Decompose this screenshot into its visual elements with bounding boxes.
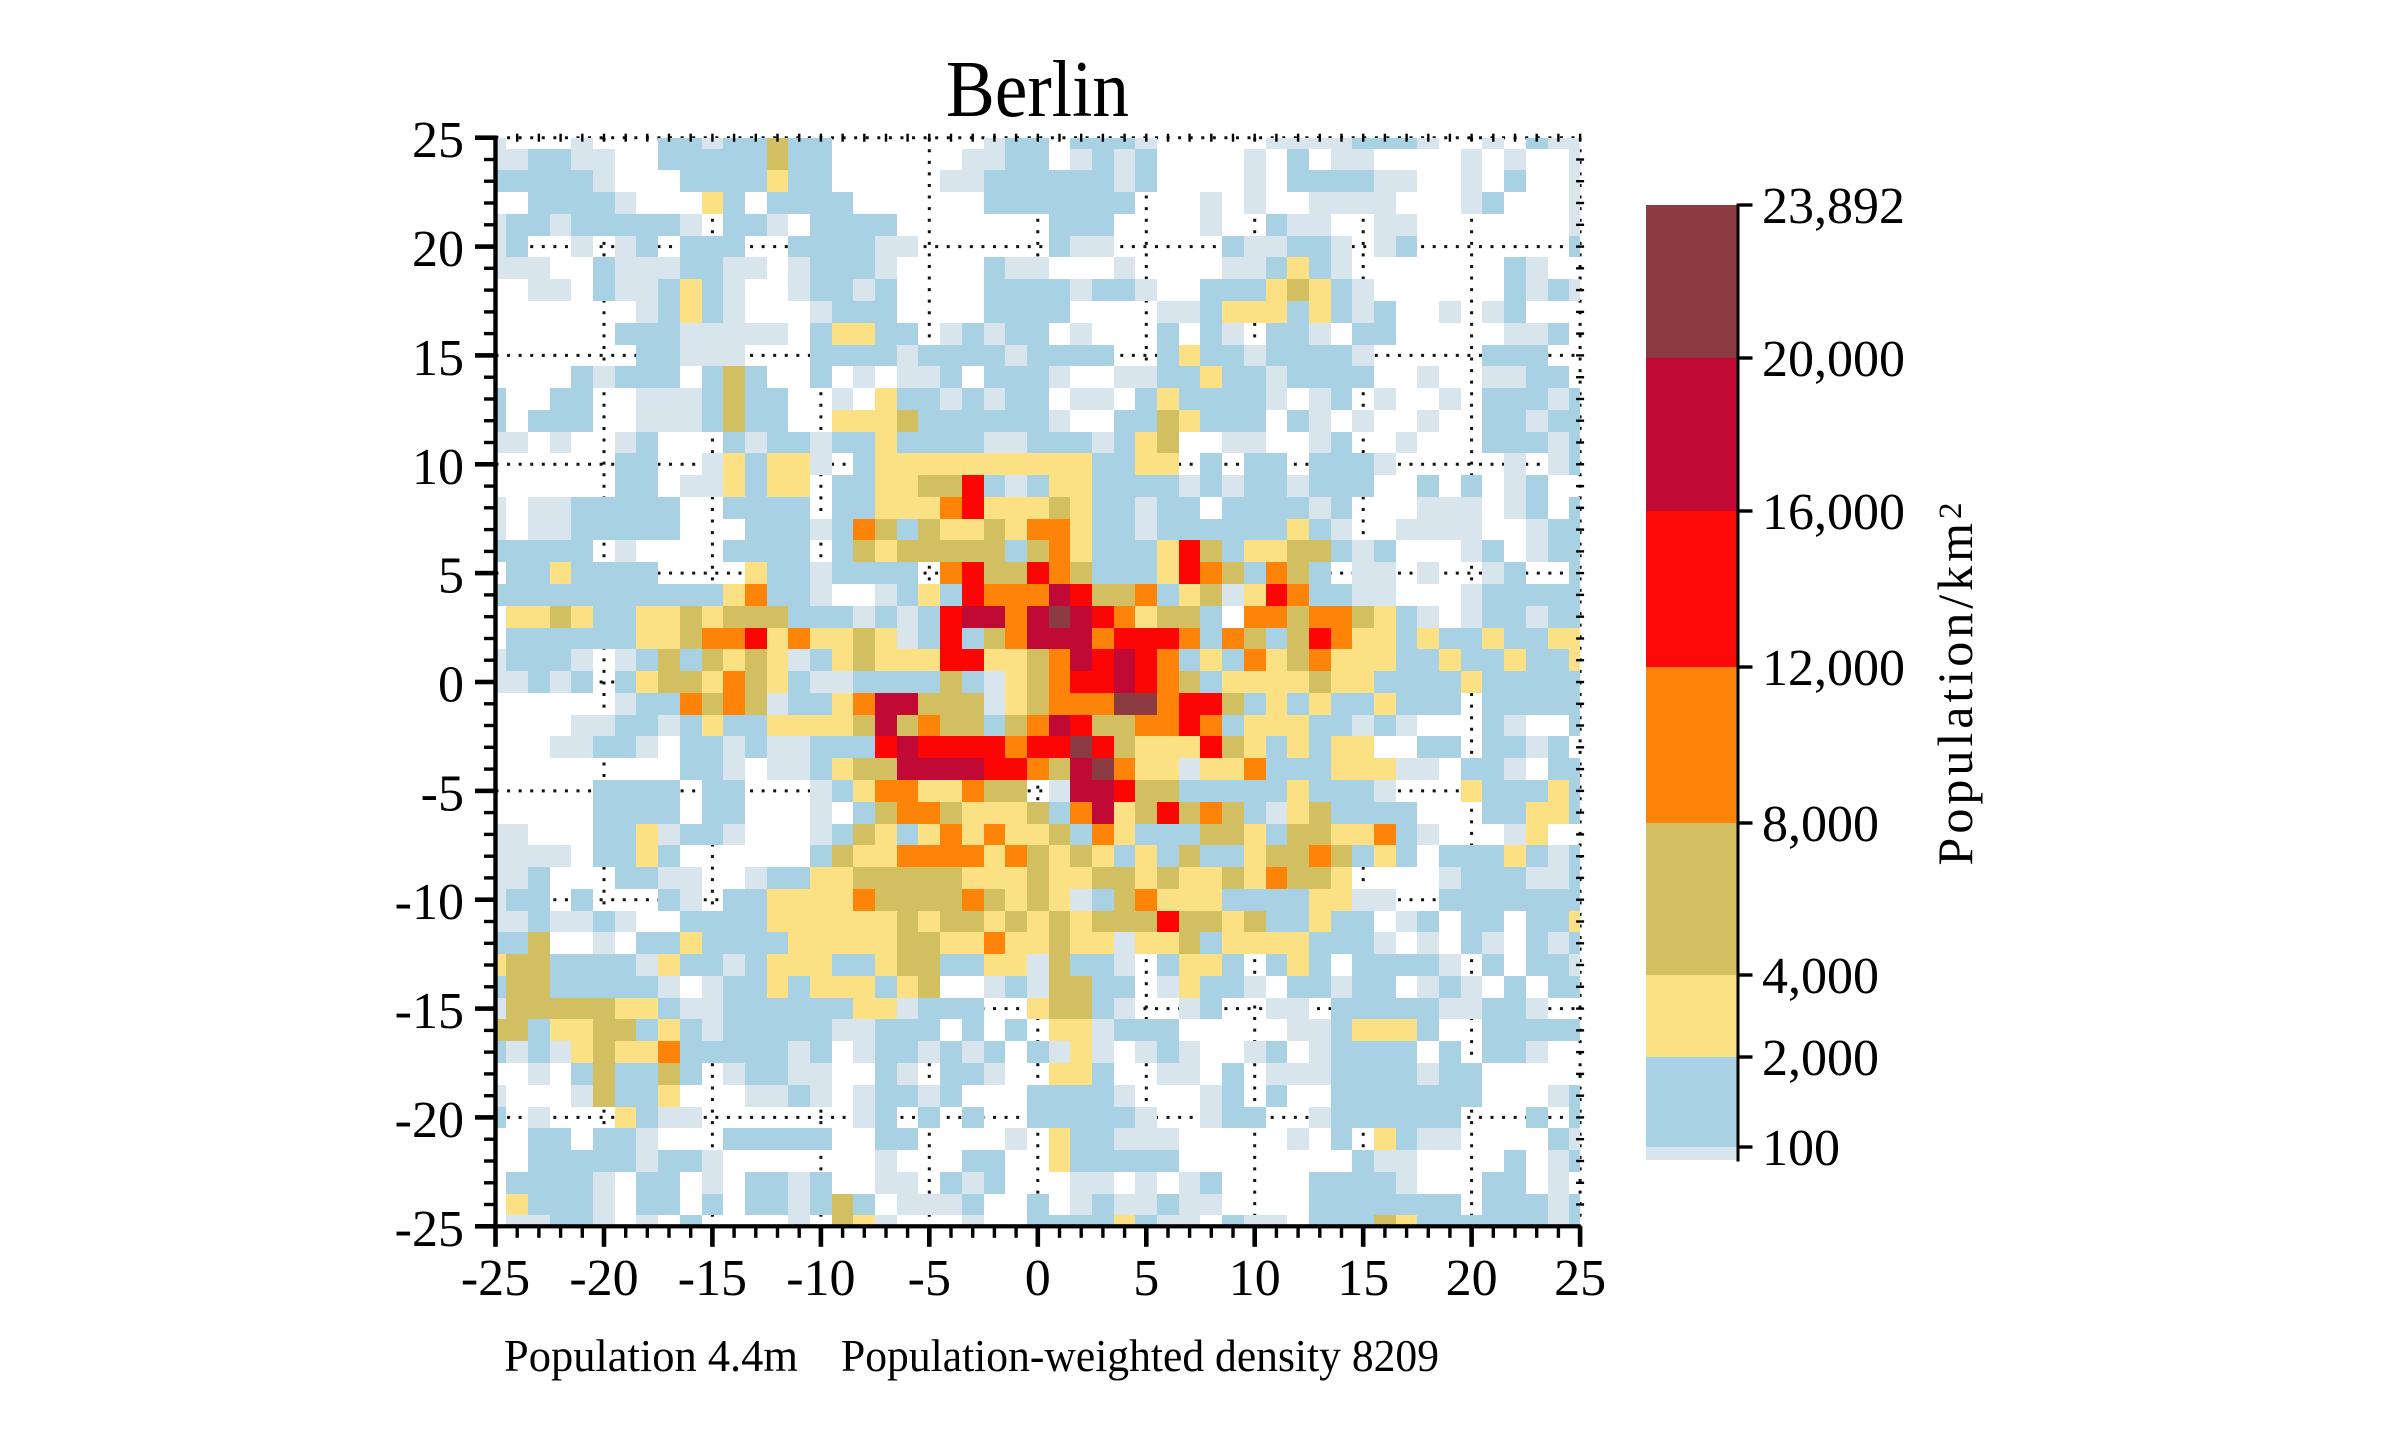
svg-text:-25: -25 xyxy=(461,1250,530,1307)
svg-text:23,892: 23,892 xyxy=(1762,178,1905,235)
svg-text:-25: -25 xyxy=(395,1201,464,1258)
svg-text:0: 0 xyxy=(1025,1250,1051,1307)
svg-text:5: 5 xyxy=(1133,1250,1159,1307)
svg-text:15: 15 xyxy=(412,330,464,387)
svg-text:Berlin: Berlin xyxy=(946,46,1129,134)
svg-text:-20: -20 xyxy=(569,1250,638,1307)
svg-text:-5: -5 xyxy=(421,765,464,822)
svg-text:-15: -15 xyxy=(678,1250,747,1307)
svg-text:20: 20 xyxy=(1446,1250,1498,1307)
svg-text:Population/km2: Population/km2 xyxy=(1927,499,1983,866)
svg-text:5: 5 xyxy=(438,548,464,605)
svg-text:-5: -5 xyxy=(908,1250,951,1307)
svg-text:16,000: 16,000 xyxy=(1762,484,1905,541)
svg-text:20,000: 20,000 xyxy=(1762,331,1905,388)
svg-text:10: 10 xyxy=(412,439,464,496)
svg-text:0: 0 xyxy=(438,657,464,714)
svg-text:4,000: 4,000 xyxy=(1762,948,1879,1005)
svg-text:20: 20 xyxy=(412,221,464,278)
svg-text:25: 25 xyxy=(412,112,464,169)
svg-text:15: 15 xyxy=(1337,1250,1389,1307)
svg-text:100: 100 xyxy=(1762,1120,1840,1177)
svg-text:8,000: 8,000 xyxy=(1762,796,1879,853)
svg-text:Population-weighted density 82: Population-weighted density 8209 xyxy=(841,1330,1439,1381)
svg-text:-10: -10 xyxy=(786,1250,855,1307)
svg-text:-10: -10 xyxy=(395,874,464,931)
svg-text:2,000: 2,000 xyxy=(1762,1030,1879,1087)
svg-text:-15: -15 xyxy=(395,983,464,1040)
svg-text:Population 4.4m: Population 4.4m xyxy=(504,1330,798,1381)
svg-text:10: 10 xyxy=(1229,1250,1281,1307)
svg-text:-20: -20 xyxy=(395,1092,464,1149)
svg-text:12,000: 12,000 xyxy=(1762,640,1905,697)
svg-text:25: 25 xyxy=(1554,1250,1606,1307)
